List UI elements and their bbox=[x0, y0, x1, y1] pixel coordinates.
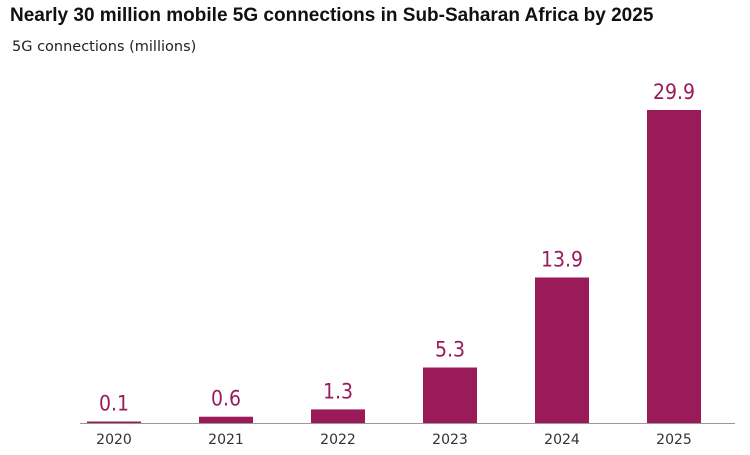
x-tick-label-2024: 2024 bbox=[544, 432, 580, 448]
value-label-2022: 1.3 bbox=[323, 379, 353, 403]
x-tick-labels-group: 2020 2021 2022 2023 2024 2025 bbox=[96, 432, 692, 448]
chart-title: Nearly 30 million mobile 5G connections … bbox=[10, 5, 654, 26]
bar-2025 bbox=[647, 110, 701, 423]
x-tick-label-2023: 2023 bbox=[432, 432, 468, 448]
value-labels-group: 0.1 0.6 1.3 5.3 13.9 29.9 bbox=[99, 80, 695, 416]
value-label-2024: 13.9 bbox=[541, 247, 583, 271]
value-label-2025: 29.9 bbox=[653, 80, 695, 104]
x-tick-label-2022: 2022 bbox=[320, 432, 356, 448]
value-label-2020: 0.1 bbox=[99, 392, 129, 416]
value-label-2023: 5.3 bbox=[435, 338, 465, 362]
bars-group bbox=[87, 110, 701, 423]
x-tick-label-2020: 2020 bbox=[96, 432, 132, 448]
bar-2021 bbox=[199, 416, 253, 423]
bar-2020 bbox=[87, 421, 141, 423]
bar-2024 bbox=[535, 277, 589, 423]
chart-subtitle: 5G connections (millions) bbox=[12, 39, 197, 55]
bar-2023 bbox=[423, 367, 477, 423]
x-tick-label-2025: 2025 bbox=[656, 432, 692, 448]
bar-2022 bbox=[311, 409, 365, 423]
value-label-2021: 0.6 bbox=[211, 387, 241, 411]
x-tick-label-2021: 2021 bbox=[208, 432, 244, 448]
